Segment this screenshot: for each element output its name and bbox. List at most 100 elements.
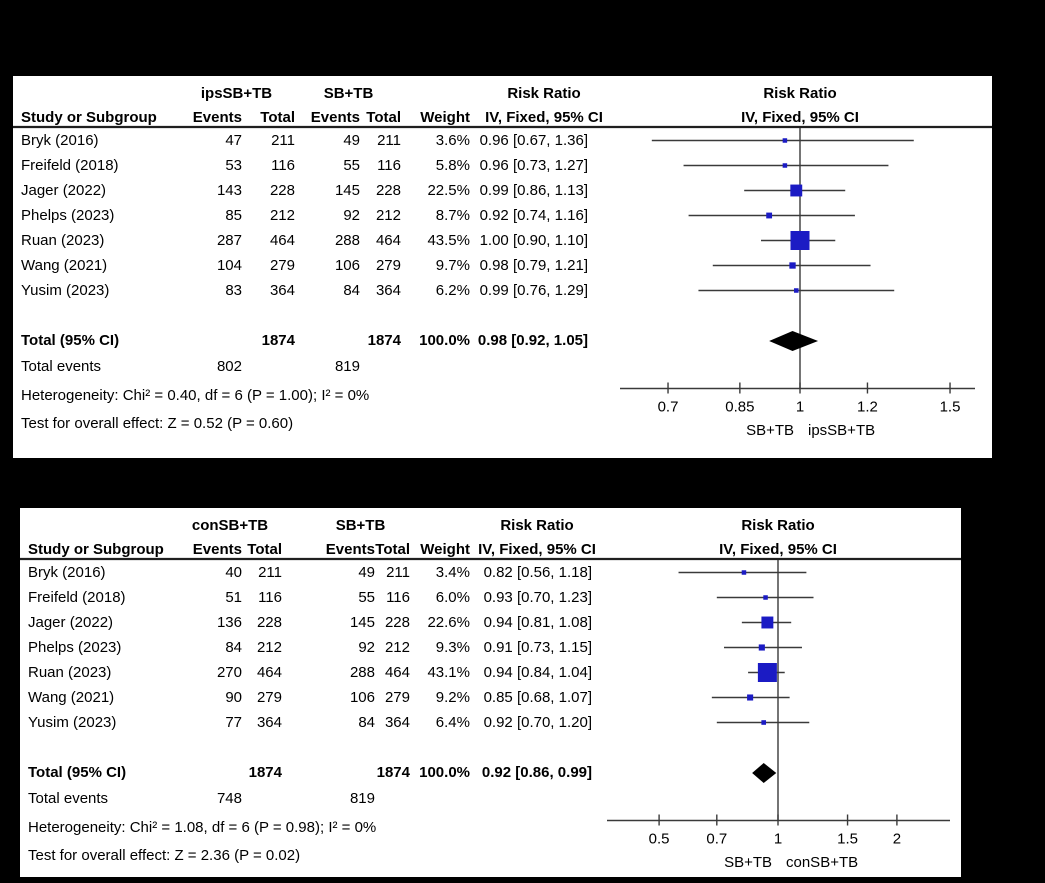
favours-left-label: SB+TB <box>724 854 772 871</box>
axis-tick-label: 0.85 <box>725 399 754 416</box>
ci-text-cell: 0.92 [0.70, 1.20] <box>483 713 592 731</box>
ci-text-cell: 0.96 [0.73, 1.27] <box>479 156 588 174</box>
total-ci-text-cell: 0.92 [0.86, 0.99] <box>481 764 592 781</box>
effect-column-header: Risk Ratio <box>507 85 581 102</box>
effect-square <box>794 288 799 293</box>
events-exp-cell: 47 <box>225 131 242 149</box>
experimental-group-header: ipsSB+TB <box>200 85 273 102</box>
total-exp-column-header: Total <box>260 109 295 126</box>
total-exp-column-header: Total <box>247 541 282 558</box>
study-name: Wang (2021) <box>21 256 108 274</box>
overall-effect-text: Test for overall effect: Z = 2.36 (P = 0… <box>28 847 301 864</box>
weight-cell: 22.6% <box>427 613 470 631</box>
plot-method-header: IV, Fixed, 95% CI <box>719 541 837 558</box>
axis-tick-label: 2 <box>893 831 901 848</box>
effect-square <box>789 262 796 269</box>
effect-square <box>782 138 788 143</box>
study-name: Freifeld (2018) <box>21 156 119 174</box>
events-exp-cell: 40 <box>225 563 242 581</box>
axis-tick-label: 1.2 <box>857 399 878 416</box>
weight-column-header: Weight <box>420 109 470 126</box>
events-exp-column-header: Events <box>192 109 242 126</box>
control-group-header: SB+TB <box>335 517 386 534</box>
pooled-diamond <box>769 331 819 351</box>
weight-cell: 6.2% <box>435 281 470 299</box>
ci-text-cell: 0.82 [0.56, 1.18] <box>483 563 592 581</box>
events-ctrl-cell: 92 <box>358 638 375 656</box>
total-ctrl-cell: 464 <box>384 663 410 681</box>
heterogeneity-text: Heterogeneity: Chi² = 1.08, df = 6 (P = … <box>28 819 377 836</box>
events-ctrl-cell: 84 <box>343 281 360 299</box>
favours-right-label: ipsSB+TB <box>808 422 876 439</box>
axis-tick-label: 1 <box>774 831 782 848</box>
events-ctrl-cell: 84 <box>358 713 375 731</box>
effect-square <box>757 663 777 682</box>
study-name: Jager (2022) <box>28 613 114 631</box>
total-weight-cell: 100.0% <box>419 764 470 781</box>
total-ctrl-sum-cell: 1874 <box>376 764 410 781</box>
forest-plot: 0.7 0.85 1 1.2 1.5 <box>13 125 992 416</box>
weight-cell: 5.8% <box>435 156 470 174</box>
effect-column-header: Risk Ratio <box>500 517 574 534</box>
total-ctrl-cell: 279 <box>375 256 401 274</box>
ci-text-cell: 0.94 [0.81, 1.08] <box>483 613 592 631</box>
total-ctrl-column-header: Total <box>375 541 410 558</box>
events-ctrl-cell: 288 <box>349 663 375 681</box>
ci-text-cell: 0.85 [0.68, 1.07] <box>483 688 592 706</box>
axis-tick-label: 0.7 <box>658 399 679 416</box>
experimental-group-header: conSB+TB <box>191 517 269 534</box>
ci-text-cell: 0.96 [0.67, 1.36] <box>479 131 588 149</box>
overall-effect-text: Test for overall effect: Z = 0.52 (P = 0… <box>21 415 294 432</box>
events-exp-cell: 287 <box>216 231 242 249</box>
total-row-label: Total (95% CI) <box>21 332 120 349</box>
plot-method-header: IV, Fixed, 95% CI <box>741 109 859 126</box>
weight-column-header: Weight <box>420 541 470 558</box>
axis-tick-label: 1 <box>796 399 804 416</box>
total-exp-cell: 364 <box>269 281 295 299</box>
weight-cell: 43.5% <box>427 231 470 249</box>
total-events-label: Total events <box>28 790 109 807</box>
pooled-diamond <box>752 763 777 783</box>
total-exp-cell: 464 <box>269 231 295 249</box>
events-ctrl-cell: 288 <box>334 231 360 249</box>
total-ctrl-cell: 116 <box>377 156 401 174</box>
axis-tick-label: 1.5 <box>940 399 961 416</box>
events-ctrl-cell: 145 <box>334 181 360 199</box>
weight-cell: 3.4% <box>435 563 470 581</box>
total-ctrl-cell: 464 <box>375 231 401 249</box>
weight-cell: 3.6% <box>435 131 470 149</box>
weight-cell: 43.1% <box>427 663 470 681</box>
events-exp-cell: 104 <box>216 256 242 274</box>
study-name: Yusim (2023) <box>21 281 110 299</box>
total-exp-cell: 211 <box>271 131 295 149</box>
total-events-exp-cell: 748 <box>216 790 242 807</box>
study-name: Phelps (2023) <box>21 206 115 224</box>
study-name: Phelps (2023) <box>28 638 122 656</box>
total-exp-sum-cell: 1874 <box>248 764 282 781</box>
total-exp-cell: 228 <box>269 181 295 199</box>
total-ctrl-column-header: Total <box>366 109 401 126</box>
total-exp-cell: 212 <box>256 638 282 656</box>
total-ctrl-cell: 212 <box>375 206 401 224</box>
events-exp-cell: 136 <box>216 613 242 631</box>
events-exp-cell: 84 <box>225 638 242 656</box>
effect-square <box>761 720 767 725</box>
ci-text-cell: 0.93 [0.70, 1.23] <box>483 588 592 606</box>
total-exp-cell: 464 <box>256 663 282 681</box>
effect-square <box>782 163 788 168</box>
total-exp-cell: 279 <box>269 256 295 274</box>
events-exp-cell: 53 <box>225 156 242 174</box>
total-ci-text-cell: 0.98 [0.92, 1.05] <box>477 332 588 349</box>
total-ctrl-cell: 116 <box>386 588 410 606</box>
study-name: Jager (2022) <box>21 181 107 199</box>
effect-square <box>761 616 774 629</box>
total-exp-cell: 116 <box>271 156 295 174</box>
weight-cell: 8.7% <box>435 206 470 224</box>
total-row-label: Total (95% CI) <box>28 764 127 781</box>
events-exp-cell: 83 <box>225 281 242 299</box>
weight-cell: 6.0% <box>435 588 470 606</box>
total-events-ctrl-cell: 819 <box>334 358 360 375</box>
study-name: Ruan (2023) <box>28 663 112 681</box>
effect-square <box>763 595 768 600</box>
effect-square <box>747 694 754 701</box>
